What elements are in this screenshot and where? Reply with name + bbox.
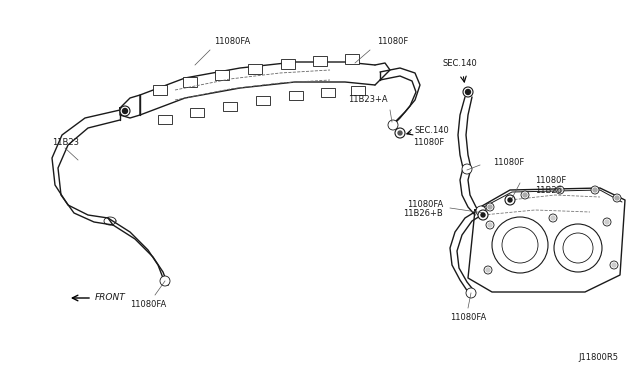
Circle shape (508, 198, 512, 202)
Circle shape (476, 206, 486, 216)
Circle shape (551, 216, 555, 220)
Polygon shape (140, 65, 375, 115)
Circle shape (478, 210, 488, 220)
Circle shape (486, 203, 494, 211)
Text: FRONT: FRONT (95, 294, 125, 302)
FancyBboxPatch shape (313, 56, 327, 66)
Circle shape (466, 288, 476, 298)
FancyBboxPatch shape (223, 102, 237, 111)
Circle shape (462, 164, 472, 174)
Circle shape (484, 266, 492, 274)
Circle shape (603, 218, 611, 226)
Circle shape (492, 217, 548, 273)
Circle shape (398, 131, 402, 135)
Circle shape (549, 214, 557, 222)
Circle shape (120, 106, 130, 116)
Polygon shape (120, 95, 140, 118)
Circle shape (505, 195, 515, 205)
Text: 11080FA: 11080FA (407, 199, 443, 208)
Text: SEC.140: SEC.140 (443, 59, 477, 68)
Circle shape (613, 194, 621, 202)
Text: 11B26+B: 11B26+B (403, 208, 443, 218)
Text: 11080F: 11080F (413, 138, 444, 147)
Circle shape (558, 188, 562, 192)
Text: 11B23: 11B23 (52, 138, 79, 147)
Text: 11080FA: 11080FA (214, 37, 250, 46)
Circle shape (481, 213, 485, 217)
Circle shape (591, 186, 599, 194)
FancyBboxPatch shape (321, 88, 335, 97)
Circle shape (465, 90, 470, 94)
FancyBboxPatch shape (289, 91, 303, 100)
Circle shape (563, 233, 593, 263)
Text: 11080FA: 11080FA (130, 300, 166, 309)
Circle shape (463, 87, 473, 97)
Circle shape (556, 186, 564, 194)
FancyBboxPatch shape (248, 64, 262, 74)
FancyBboxPatch shape (153, 85, 167, 95)
Polygon shape (468, 188, 625, 292)
Text: J11800R5: J11800R5 (578, 353, 618, 362)
Text: 11B23+A: 11B23+A (348, 95, 388, 104)
Circle shape (488, 223, 492, 227)
FancyBboxPatch shape (183, 77, 197, 87)
FancyBboxPatch shape (256, 96, 270, 105)
Circle shape (502, 227, 538, 263)
FancyBboxPatch shape (281, 59, 295, 69)
Circle shape (122, 109, 127, 113)
Circle shape (523, 193, 527, 197)
Text: 11B26: 11B26 (535, 186, 562, 195)
Text: 11080F: 11080F (535, 176, 566, 185)
Circle shape (486, 221, 494, 229)
FancyBboxPatch shape (351, 86, 365, 95)
Text: 11080F: 11080F (493, 157, 524, 167)
Circle shape (488, 205, 492, 209)
FancyBboxPatch shape (215, 70, 229, 80)
FancyBboxPatch shape (190, 108, 204, 117)
Circle shape (486, 268, 490, 272)
Circle shape (610, 261, 618, 269)
Text: SEC.140: SEC.140 (415, 125, 450, 135)
Text: 11080F: 11080F (378, 37, 408, 46)
FancyBboxPatch shape (345, 54, 359, 64)
Circle shape (554, 224, 602, 272)
Circle shape (615, 196, 619, 200)
Text: 11080FA: 11080FA (450, 313, 486, 322)
Circle shape (388, 120, 398, 130)
Circle shape (612, 263, 616, 267)
Circle shape (395, 128, 405, 138)
Circle shape (521, 191, 529, 199)
Circle shape (593, 188, 597, 192)
FancyBboxPatch shape (158, 115, 172, 124)
Circle shape (160, 276, 170, 286)
Circle shape (605, 220, 609, 224)
